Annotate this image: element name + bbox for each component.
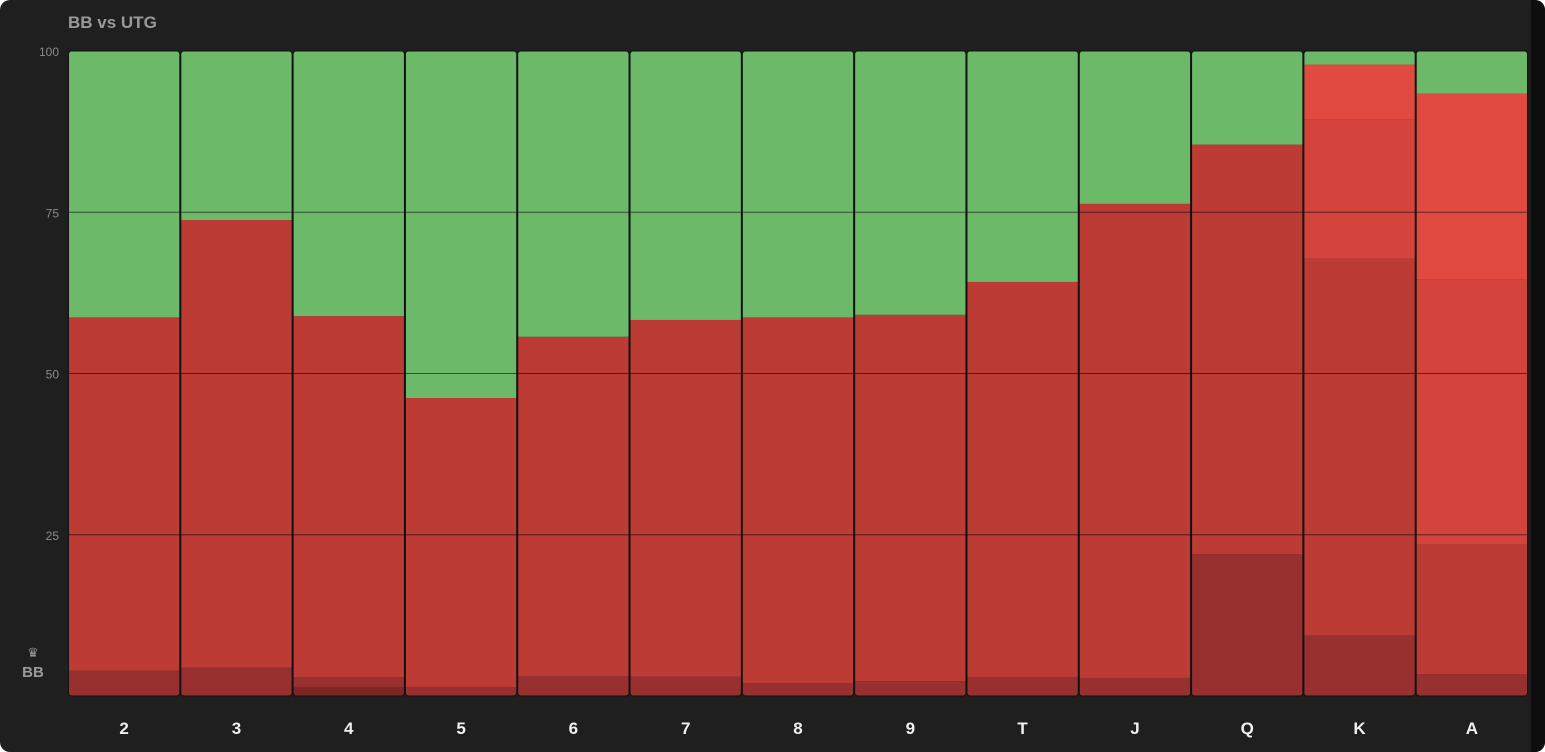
bar-3-segment-0 bbox=[180, 667, 293, 696]
bar-4-segment-1 bbox=[293, 677, 405, 687]
bar-Q-segment-0 bbox=[1191, 554, 1303, 696]
x-tick-label-4: 4 bbox=[344, 719, 354, 738]
y-tick-label-25: 25 bbox=[46, 529, 60, 543]
bar-J[interactable] bbox=[1078, 50, 1192, 697]
bar-8-segment-1 bbox=[742, 317, 854, 684]
bar-3-segment-1 bbox=[180, 219, 293, 668]
bar-J-segment-2 bbox=[1079, 51, 1191, 204]
bar-2-segment-2 bbox=[68, 51, 180, 318]
bar-A-segment-4 bbox=[1416, 51, 1528, 94]
bar-6[interactable] bbox=[517, 50, 630, 697]
bar-Q-segment-2 bbox=[1191, 51, 1303, 145]
bar-4-segment-3 bbox=[293, 51, 405, 317]
bar-2-segment-1 bbox=[68, 317, 180, 671]
x-tick-label-2: 2 bbox=[119, 719, 128, 738]
bar-A-segment-1 bbox=[1416, 544, 1528, 675]
x-tick-label-7: 7 bbox=[681, 719, 690, 738]
bar-T-segment-1 bbox=[966, 281, 1079, 678]
bar-7-segment-1 bbox=[630, 319, 742, 677]
bar-K-segment-2 bbox=[1303, 119, 1416, 259]
panel-edge bbox=[1531, 0, 1545, 752]
x-tick-label-J: J bbox=[1130, 719, 1139, 738]
bar-7-segment-0 bbox=[630, 676, 742, 696]
bar-5-segment-2 bbox=[405, 51, 517, 399]
player-label: BB bbox=[22, 664, 44, 681]
crown-icon: ♛ bbox=[27, 645, 39, 660]
bar-Q-segment-1 bbox=[1191, 144, 1303, 555]
bar-6-segment-1 bbox=[517, 336, 630, 677]
y-tick-label-50: 50 bbox=[46, 368, 60, 382]
bar-4[interactable] bbox=[292, 50, 405, 697]
bar-7[interactable] bbox=[629, 50, 742, 697]
x-tick-labels: 2 3 4 5 6 7 8 9 T J Q K A bbox=[119, 719, 1478, 738]
bar-4-segment-0 bbox=[293, 686, 405, 696]
y-tick-label-100: 100 bbox=[39, 45, 59, 59]
bar-K-segment-4 bbox=[1303, 51, 1416, 65]
bar-A-segment-0 bbox=[1416, 674, 1528, 696]
x-tick-label-A: A bbox=[1466, 719, 1478, 738]
bar-J-segment-1 bbox=[1079, 203, 1191, 678]
bar-6-segment-0 bbox=[517, 676, 630, 696]
player-indicator: ♛ BB bbox=[14, 645, 52, 682]
grid-layer bbox=[68, 211, 1528, 536]
y-tick-labels: 25 50 75 100 bbox=[39, 45, 59, 543]
x-tick-label-6: 6 bbox=[569, 719, 578, 738]
bar-8-segment-0 bbox=[742, 683, 854, 696]
bar-T-segment-0 bbox=[966, 677, 1079, 696]
bar-6-segment-2 bbox=[517, 51, 630, 337]
bar-A-segment-3 bbox=[1416, 93, 1528, 280]
bar-5-segment-1 bbox=[405, 398, 517, 687]
x-tick-label-Q: Q bbox=[1241, 719, 1254, 738]
bar-A[interactable] bbox=[1415, 50, 1528, 697]
bar-9-segment-0 bbox=[854, 681, 966, 696]
bar-2-segment-0 bbox=[68, 670, 180, 696]
y-tick-label-75: 75 bbox=[46, 206, 60, 220]
bar-K-segment-1 bbox=[1303, 258, 1416, 636]
x-tick-label-5: 5 bbox=[456, 719, 465, 738]
bars-layer bbox=[68, 50, 1528, 697]
x-tick-label-K: K bbox=[1353, 719, 1366, 738]
bar-A-segment-2 bbox=[1416, 279, 1528, 545]
bar-9-segment-2 bbox=[854, 51, 966, 315]
bar-7-segment-2 bbox=[630, 51, 742, 320]
x-tick-label-9: 9 bbox=[906, 719, 915, 738]
bar-4-segment-2 bbox=[293, 316, 405, 678]
chart-title: BB vs UTG bbox=[68, 13, 157, 32]
x-tick-label-T: T bbox=[1017, 719, 1028, 738]
bar-3-segment-2 bbox=[180, 51, 293, 220]
bar-8[interactable] bbox=[741, 50, 855, 697]
bar-K-segment-0 bbox=[1303, 635, 1416, 696]
bar-8-segment-2 bbox=[742, 51, 854, 318]
bar-5-segment-0 bbox=[405, 686, 517, 696]
bar-9-segment-1 bbox=[854, 314, 966, 682]
bar-K-segment-3 bbox=[1303, 64, 1416, 120]
x-tick-label-8: 8 bbox=[793, 719, 802, 738]
bar-K[interactable] bbox=[1303, 50, 1416, 697]
bar-T-segment-2 bbox=[966, 51, 1079, 282]
x-tick-label-3: 3 bbox=[232, 719, 241, 738]
bar-J-segment-0 bbox=[1079, 677, 1191, 696]
